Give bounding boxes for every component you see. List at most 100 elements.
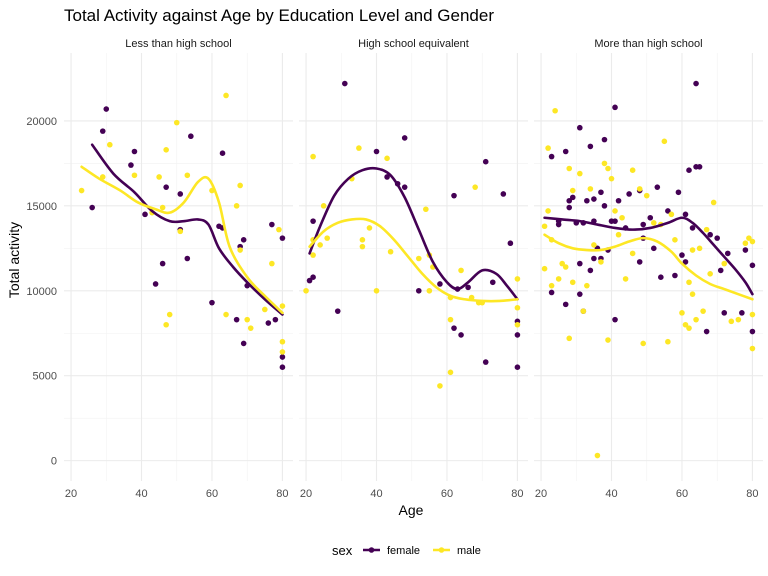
male-data-point — [679, 310, 685, 316]
female-data-point — [548, 153, 555, 160]
male-trend-line — [80, 165, 284, 315]
x-tick-label: 60 — [676, 488, 688, 500]
female-data-point — [612, 104, 618, 111]
male-data-point — [552, 107, 558, 114]
male-data-point — [566, 165, 573, 172]
female-data-point — [693, 80, 699, 87]
male-data-point — [672, 237, 678, 243]
female-data-point — [272, 316, 279, 323]
male-data-point — [247, 325, 254, 331]
male-data-point — [601, 160, 608, 167]
male-data-point — [612, 208, 618, 214]
legend-entry-male: male — [433, 545, 481, 557]
male-data-point — [359, 243, 366, 250]
male-data-point — [310, 153, 316, 160]
female-data-point — [240, 340, 247, 347]
female-data-point — [89, 204, 95, 211]
legend-label: male — [457, 545, 481, 557]
male-data-point — [577, 170, 583, 177]
female-data-point — [279, 364, 286, 371]
male-data-point — [223, 92, 229, 99]
female-data-point — [159, 260, 166, 267]
male-data-point — [163, 147, 169, 153]
male-data-point — [640, 340, 647, 347]
male-data-point — [423, 206, 429, 213]
male-data-point — [541, 265, 548, 272]
female-data-point — [717, 267, 724, 274]
female-data-point — [562, 301, 569, 308]
legend-entry-female: female — [363, 545, 420, 557]
male-data-point — [384, 155, 390, 162]
female-data-point — [612, 218, 618, 224]
legend-key-point — [368, 547, 375, 553]
female-data-point — [650, 245, 657, 252]
female-data-point — [577, 124, 583, 131]
female-data-point — [342, 80, 348, 87]
male-data-point — [233, 203, 240, 209]
female-data-point — [679, 252, 685, 258]
legend: sex female male — [332, 543, 481, 558]
female-data-point — [401, 184, 408, 190]
female-data-point — [482, 158, 489, 165]
panels: Less than high school 20 40 60 80 0 5000 10000 1… — [26, 38, 763, 500]
male-data-point — [107, 141, 113, 148]
legend-key-point — [438, 547, 445, 553]
x-tick-label: 20 — [535, 488, 547, 500]
female-data-point — [742, 247, 749, 253]
x-tick-label: 80 — [511, 488, 523, 500]
male-data-point — [237, 182, 243, 189]
y-tick-label: 20000 — [26, 116, 57, 128]
male-data-point — [693, 316, 699, 323]
panel-2: High school equivalent 20 40 60 80 — [299, 38, 528, 500]
male-data-point — [686, 279, 692, 286]
female-data-point — [647, 214, 654, 221]
female-data-point — [451, 192, 457, 199]
female-data-point — [548, 289, 555, 296]
x-tick-label: 20 — [300, 488, 312, 500]
female-data-point — [636, 259, 643, 265]
male-data-point — [356, 145, 362, 151]
male-data-point — [472, 184, 478, 190]
legend-label: female — [387, 545, 420, 557]
x-axis-title: Age — [399, 502, 424, 518]
male-data-point — [276, 226, 282, 233]
female-data-point — [601, 203, 608, 209]
male-data-point — [514, 321, 521, 328]
male-data-point — [366, 225, 373, 231]
female-points — [306, 80, 521, 371]
male-data-point — [78, 187, 85, 194]
male-data-point — [437, 383, 443, 389]
female-data-point — [128, 162, 134, 168]
male-data-point — [562, 264, 569, 270]
female-data-point — [721, 310, 728, 316]
male-data-point — [591, 242, 597, 248]
male-data-point — [703, 226, 710, 233]
female-data-point — [577, 260, 583, 267]
male-trend-line — [543, 233, 754, 301]
female-data-point — [152, 281, 159, 287]
male-data-point — [749, 311, 756, 318]
female-data-point — [184, 255, 191, 262]
female-data-point — [279, 354, 286, 360]
male-data-point — [689, 247, 696, 253]
male-data-point — [661, 138, 668, 145]
female-data-point — [584, 197, 590, 204]
facet-strip-label: More than high school — [594, 38, 702, 50]
male-data-point — [710, 199, 717, 206]
male-data-point — [622, 276, 629, 282]
male-data-point — [237, 247, 243, 253]
female-data-point — [465, 284, 471, 291]
chart-title: Total Activity against Age by Education … — [64, 6, 494, 25]
male-data-point — [163, 321, 169, 328]
male-data-point — [668, 211, 675, 218]
female-data-point — [514, 364, 521, 371]
male-points — [303, 145, 521, 389]
male-data-point — [426, 287, 433, 294]
male-data-point — [566, 335, 573, 342]
female-data-point — [682, 211, 689, 218]
female-points — [548, 80, 756, 335]
female-data-point — [99, 128, 106, 134]
male-data-point — [559, 260, 565, 267]
female-data-point — [279, 235, 286, 241]
x-tick-label: 80 — [746, 488, 758, 500]
